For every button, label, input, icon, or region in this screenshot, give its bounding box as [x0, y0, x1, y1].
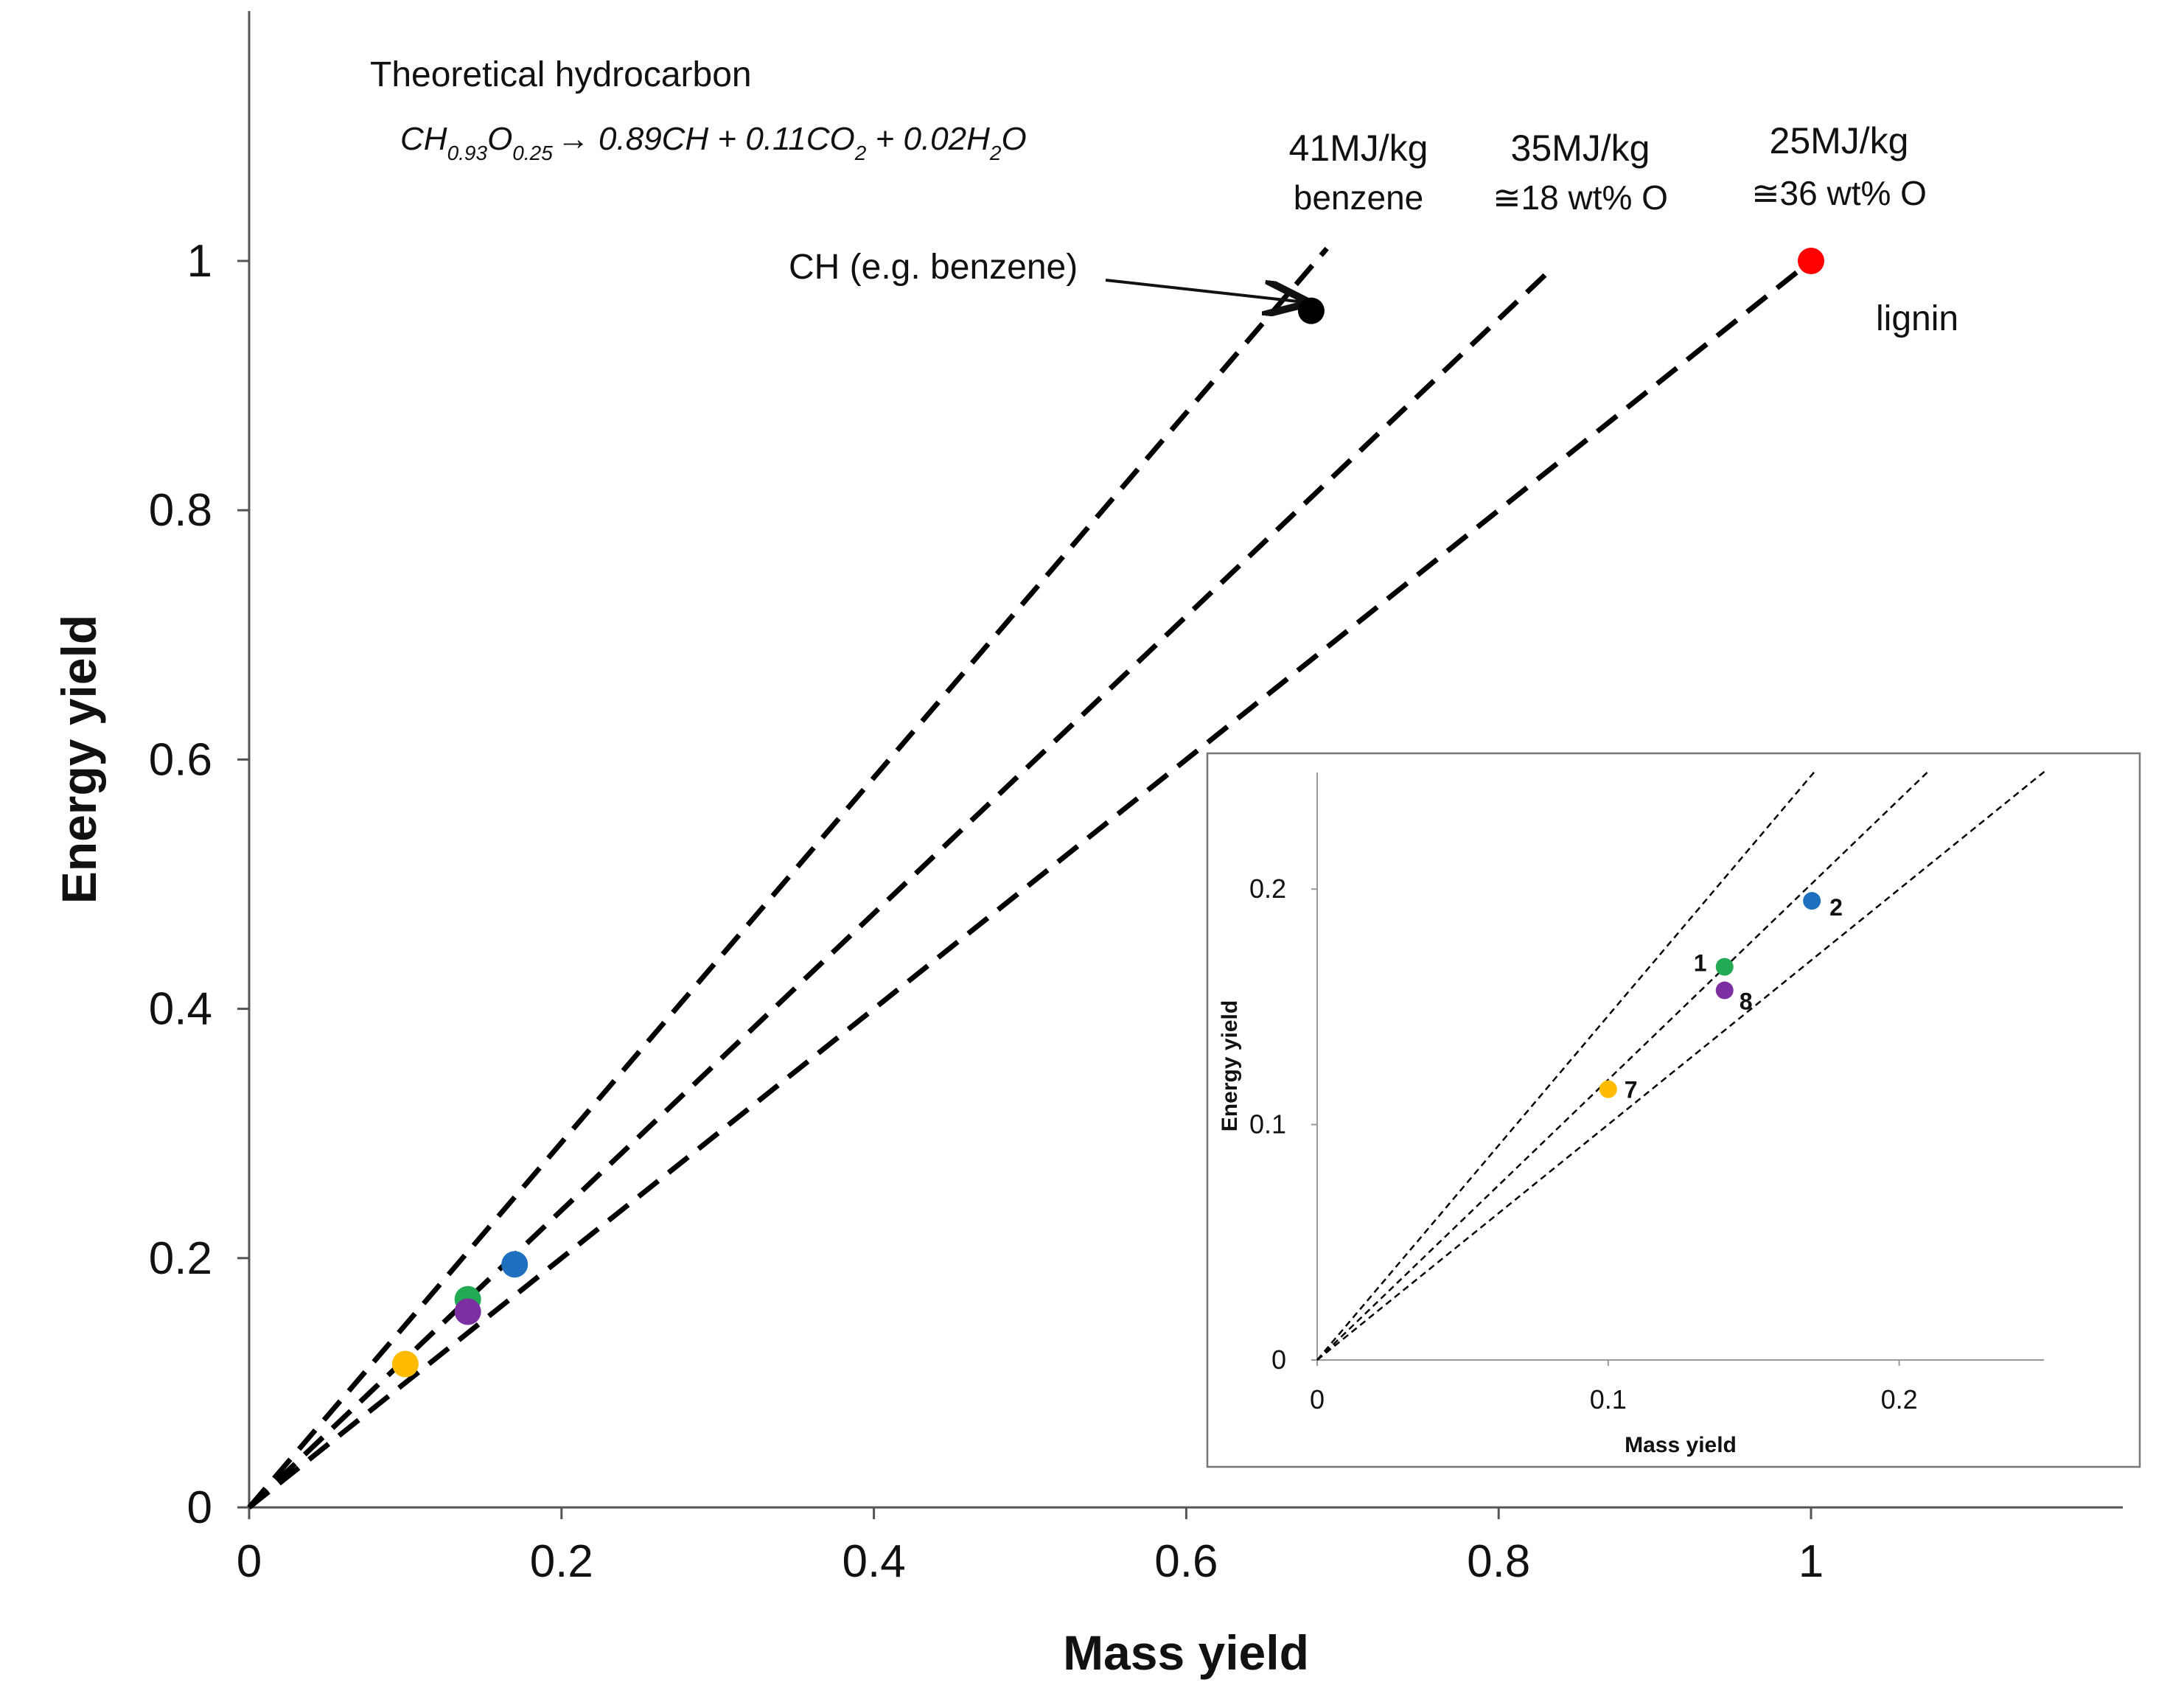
inset-ticks: 0 0.1 0.2 0 0.1 0.2 — [1249, 873, 1918, 1415]
eq-sub-1: 0.93 — [447, 142, 488, 164]
inset-y-tick-label: 0.1 — [1249, 1109, 1286, 1140]
inset-point-label: 7 — [1625, 1077, 1638, 1103]
main-y-tick-label: 0.6 — [149, 734, 212, 785]
main-x-tick-label: 0 — [237, 1536, 262, 1587]
main-x-tick-label: 0.4 — [842, 1536, 905, 1587]
main-x-tick-label: 0.6 — [1154, 1536, 1218, 1587]
main-dashed-line — [247, 259, 1813, 1510]
line-label-25: 25MJ/kg — [1770, 120, 1909, 161]
inset-x-tick-label: 0.1 — [1590, 1384, 1627, 1415]
main-data-point — [391, 1350, 419, 1378]
line-label-35: 35MJ/kg — [1511, 128, 1650, 169]
main-x-tick-label: 0.2 — [530, 1536, 593, 1587]
main-data-point — [454, 1298, 481, 1325]
main-y-tick-label: 0.4 — [149, 984, 212, 1035]
line-sublabel-41: benzene — [1294, 178, 1424, 217]
main-x-tick-label: 1 — [1799, 1536, 1824, 1587]
main-y-tick-label: 0.8 — [149, 485, 212, 536]
arrow-label: CH (e.g. benzene) — [789, 248, 1078, 287]
eq-products: → 0.89CH + 0.11CO — [557, 121, 855, 157]
eq-sub-3: 2 — [854, 142, 867, 164]
inset-dotted-line — [1316, 770, 1816, 1361]
main-y-tick-label: 0 — [187, 1482, 212, 1533]
line-label-41: 41MJ/kg — [1289, 128, 1428, 169]
inset-data-point — [1803, 892, 1821, 910]
equation-title: Theoretical hydrocarbon — [370, 55, 752, 94]
inset-x-axis-title: Mass yield — [1625, 1433, 1737, 1457]
main-dashed-line — [247, 246, 1329, 1510]
eq-sub-2: 0.25 — [512, 142, 553, 164]
main-y-axis-title: Energy yield — [52, 615, 106, 904]
inset-data-point — [1599, 1080, 1617, 1098]
inset-point-label: 2 — [1829, 894, 1843, 921]
main-ticks: 0 0.2 0.4 0.6 0.8 1 0 0.2 0.4 0.6 0.8 1 — [149, 236, 1824, 1587]
main-x-axis-title: Mass yield — [1063, 1625, 1309, 1680]
eq-sub-4: 2 — [989, 142, 1002, 164]
inset-point-label: 8 — [1740, 988, 1753, 1015]
eq-ch: CH — [400, 121, 447, 157]
inset-dotted-line — [1316, 770, 2045, 1361]
main-y-tick-label: 0.2 — [149, 1233, 212, 1284]
equation-formula: CH0.93O0.25 → 0.89CH + 0.11CO2 + 0.02H2O — [400, 121, 1027, 164]
lignin-label: lignin — [1876, 299, 1958, 338]
main-data-point — [1798, 248, 1824, 274]
inset-frame — [1206, 752, 2141, 1468]
inset-data-point — [1715, 981, 1734, 1000]
inset-dotted-line — [1316, 770, 1929, 1361]
eq-o-end: O — [1001, 121, 1026, 157]
inset-y-axis-title: Energy yield — [1218, 1000, 1242, 1131]
main-dashed-line — [247, 265, 1555, 1510]
main-series-lines — [247, 246, 1813, 1510]
inset-data-point — [1715, 958, 1734, 976]
main-y-tick-label: 1 — [187, 236, 212, 287]
main-data-point — [501, 1251, 528, 1278]
inset-x-tick-label: 0.2 — [1881, 1384, 1918, 1415]
inset-y-tick-label: 0.2 — [1249, 873, 1286, 904]
main-points — [391, 248, 1824, 1378]
annotation-arrow — [1105, 279, 1305, 302]
line-sublabel-25: ≅36 wt% O — [1751, 174, 1927, 212]
inset-x-tick-label: 0 — [1310, 1384, 1325, 1415]
eq-o: O — [487, 121, 512, 157]
inset-points: 2 1 8 7 — [1599, 892, 1843, 1103]
eq-water: + 0.02H — [866, 121, 990, 157]
inset-point-label: 1 — [1694, 950, 1707, 977]
line-sublabel-35: ≅18 wt% O — [1493, 178, 1668, 217]
inset-series-lines — [1316, 770, 2045, 1361]
main-x-tick-label: 0.8 — [1467, 1536, 1530, 1587]
main-data-point — [1297, 297, 1325, 324]
inset-y-tick-label: 0 — [1271, 1344, 1286, 1375]
